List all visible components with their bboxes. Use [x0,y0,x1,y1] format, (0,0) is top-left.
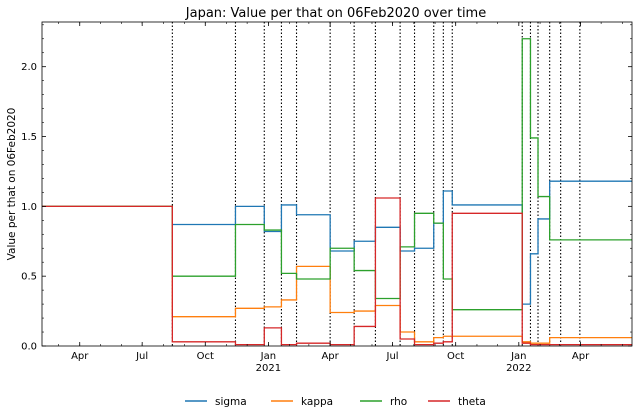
legend: sigma kappa rho theta [185,396,486,408]
series-line-kappa [42,205,632,344]
legend-item-kappa: kappa [271,396,333,408]
legend-label: theta [458,396,486,408]
legend-item-theta: theta [428,396,486,408]
x-tick-label: Apr [572,351,590,362]
y-tick-label: 1.5 [21,132,37,143]
y-tick-label: 0.0 [21,342,37,353]
x-tick-label: Jan [510,351,526,362]
plot-frame [41,21,633,347]
event-lines [171,22,581,346]
legend-label: kappa [301,396,333,408]
series-line-rho [42,38,632,311]
legend-label: sigma [215,396,247,408]
series-lines [42,38,632,346]
legend-label: rho [390,396,407,408]
x-tick-label: Jul [135,351,148,362]
legend-item-rho: rho [360,396,407,408]
x-tick-label: Oct [197,351,214,362]
series-line-sigma [42,180,632,305]
y-axis: 0.0 0.5 1.0 1.5 2.0 [21,24,632,353]
chart-title: Japan: Value per that on 06Feb2020 over … [185,6,486,21]
plot-area [41,21,633,347]
y-axis-label: Value per that on 06Feb2020 [6,108,18,261]
y-tick-label: 2.0 [21,62,37,73]
x-tick-year-label: 2022 [506,363,531,374]
legend-item-sigma: sigma [185,396,247,408]
x-tick-label: Oct [447,351,464,362]
x-tick-label: Jan [260,351,276,362]
y-tick-label: 0.5 [21,272,37,283]
series-line-theta [42,197,632,346]
x-tick-year-label: 2021 [256,363,281,374]
x-tick-label: Apr [71,351,89,362]
x-tick-label: Apr [321,351,339,362]
y-tick-label: 1.0 [21,202,37,213]
x-tick-label: Jul [386,351,399,362]
